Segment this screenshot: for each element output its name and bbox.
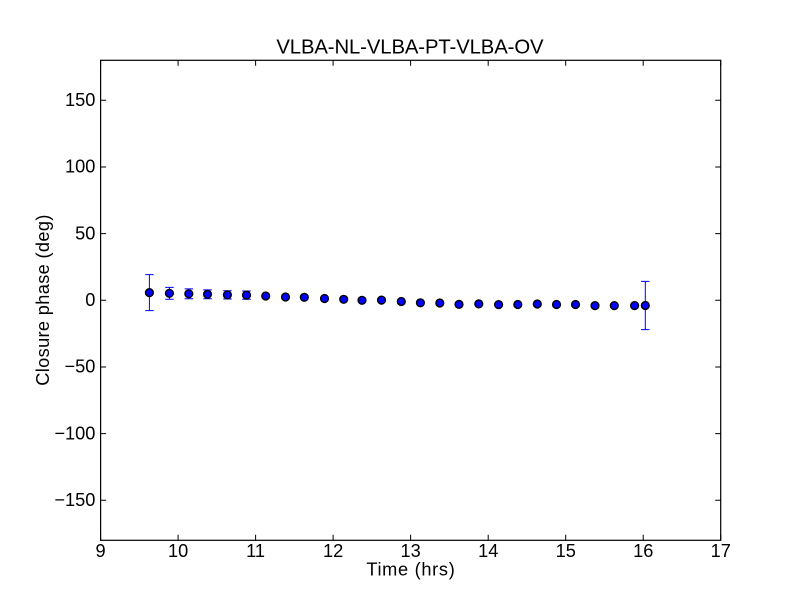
svg-text:16: 16 — [633, 541, 653, 561]
svg-text:10: 10 — [168, 541, 188, 561]
svg-text:9: 9 — [96, 541, 106, 561]
svg-text:11: 11 — [246, 541, 265, 561]
svg-text:15: 15 — [556, 541, 576, 561]
svg-text:−50: −50 — [65, 357, 96, 377]
svg-text:100: 100 — [65, 157, 95, 177]
svg-text:14: 14 — [478, 541, 498, 561]
svg-text:13: 13 — [400, 541, 420, 561]
svg-text:50: 50 — [75, 223, 95, 243]
svg-text:0: 0 — [85, 290, 95, 310]
svg-text:VLBA-NL-VLBA-PT-VLBA-OV: VLBA-NL-VLBA-PT-VLBA-OV — [276, 37, 544, 59]
svg-text:150: 150 — [65, 90, 95, 110]
svg-text:−150: −150 — [54, 490, 95, 510]
svg-text:17: 17 — [711, 541, 731, 561]
svg-text:Closure phase (deg): Closure phase (deg) — [33, 214, 53, 385]
svg-text:−100: −100 — [54, 423, 95, 443]
svg-text:Time (hrs): Time (hrs) — [366, 560, 455, 580]
svg-text:12: 12 — [323, 541, 343, 561]
